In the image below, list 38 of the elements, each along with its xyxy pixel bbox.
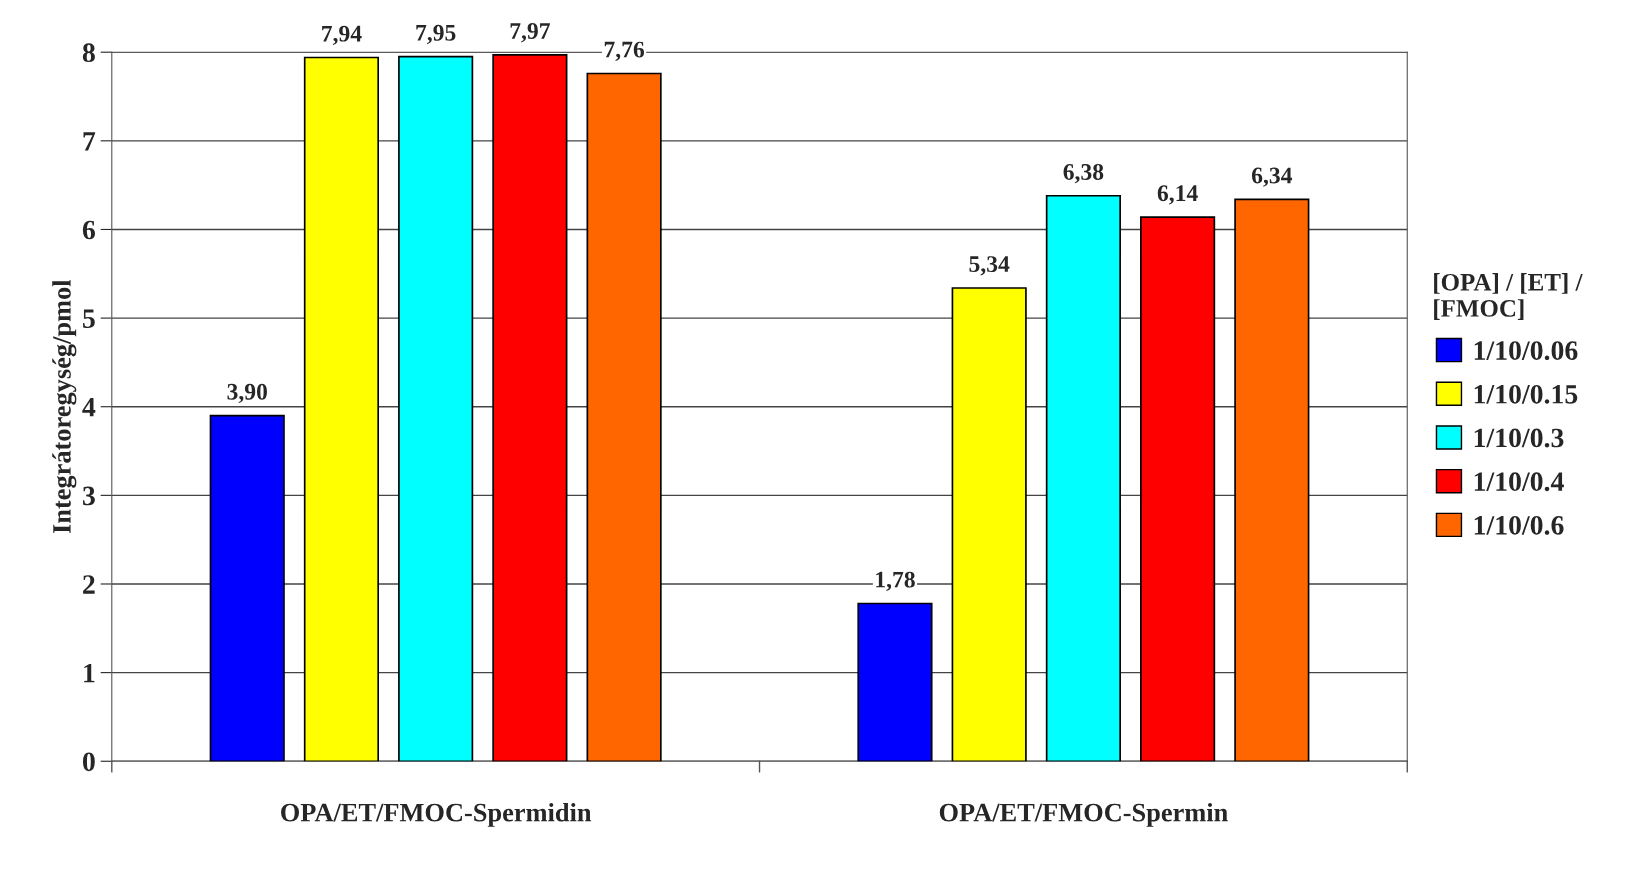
data-label: 6,38 <box>1063 163 1104 184</box>
y-tick-label: 3 <box>82 486 95 506</box>
y-tick-label: 2 <box>83 575 95 594</box>
legend-label: 1/10/0.6 <box>1474 515 1564 535</box>
data-label: 7,95 <box>416 24 456 45</box>
bar <box>857 602 933 762</box>
bar <box>1234 198 1310 762</box>
data-label: 6,34 <box>1251 167 1293 187</box>
data-label: 1,78 <box>876 571 915 591</box>
bar <box>1140 216 1216 762</box>
y-axis-title: Integrátoregység/pmol <box>52 279 77 534</box>
y-tick-label: 8 <box>82 43 95 63</box>
bar <box>951 287 1027 762</box>
data-label: 7,76 <box>604 41 645 61</box>
data-label: 6,14 <box>1157 185 1198 205</box>
legend-label: 1/10/0.15 <box>1474 384 1578 404</box>
data-label: 5,34 <box>969 256 1010 276</box>
y-tick-label: 5 <box>83 309 95 328</box>
y-tick-label: 6 <box>82 220 96 240</box>
data-label: 7,97 <box>510 23 550 43</box>
data-label: 3,90 <box>227 383 267 404</box>
legend-title: [OPA] / [ET] / [FMOC] <box>1434 273 1583 320</box>
legend-label: 1/10/0.4 <box>1474 472 1564 492</box>
legend-label: 1/10/0.06 <box>1474 341 1578 361</box>
y-tick-label: 4 <box>82 398 96 417</box>
data-label: 7,94 <box>322 25 362 46</box>
y-tick-label: 1 <box>84 663 95 683</box>
y-tick-label: 7 <box>83 132 96 151</box>
y-tick-label: 0 <box>82 752 95 772</box>
legend-label: 1/10/0.3 <box>1474 428 1564 448</box>
bar <box>303 56 380 762</box>
bar <box>209 414 285 762</box>
bar <box>586 72 662 762</box>
bar <box>398 55 474 762</box>
x-tick-label: OPA/ET/FMOC-Spermin <box>939 802 1228 827</box>
bar <box>492 54 568 762</box>
bar <box>1045 194 1121 762</box>
x-tick-label: OPA/ET/FMOC-Spermidin <box>281 802 592 827</box>
